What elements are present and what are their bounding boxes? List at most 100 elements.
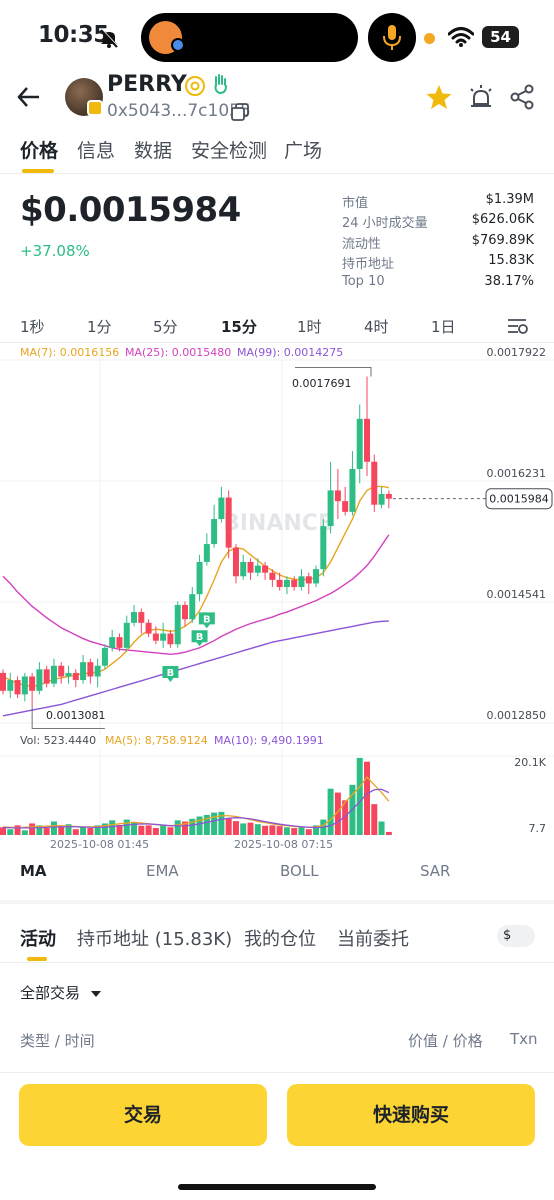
candle-body xyxy=(182,604,188,620)
bottom-bar-divider xyxy=(0,1072,554,1073)
price-axis-label: 0.0014541 xyxy=(487,588,547,601)
candle-body xyxy=(109,637,116,648)
back-arrow-icon[interactable] xyxy=(16,84,42,110)
tab-holders[interactable]: 持币地址 (15.83K) xyxy=(77,929,233,950)
volume-bar xyxy=(371,804,378,835)
tab-security[interactable]: 安全检测 xyxy=(191,140,268,162)
candle-body xyxy=(262,565,269,573)
volume-axis-bottom: 7.7 xyxy=(529,822,547,835)
stat-value-holders: 15.83K xyxy=(488,253,534,268)
privacy-indicator-dot xyxy=(424,33,435,44)
current-price: $0.0015984 xyxy=(20,190,241,230)
interval-15m[interactable]: 15分 xyxy=(221,318,257,336)
ma25-legend: MA(25): 0.0015480 xyxy=(125,346,232,359)
status-time: 10:35 xyxy=(38,22,109,48)
candle-body xyxy=(211,519,218,545)
caret-down-icon xyxy=(90,990,101,997)
volume-bar xyxy=(291,828,298,835)
high-marker-line xyxy=(295,367,372,377)
volume-bar xyxy=(196,816,203,835)
tab-price[interactable]: 价格 xyxy=(20,140,59,162)
chart-settings-icon[interactable] xyxy=(506,316,530,336)
volume-bar xyxy=(72,829,79,835)
at-badge-icon xyxy=(185,76,205,96)
indicator-sar[interactable]: SAR xyxy=(420,862,451,880)
tabs-divider xyxy=(0,173,554,174)
indicators-divider xyxy=(0,900,554,904)
candle-body xyxy=(327,490,334,527)
interval-1d[interactable]: 1日 xyxy=(431,318,456,336)
chart-low-label: 0.0013081 xyxy=(46,709,106,722)
volume-bar xyxy=(167,827,174,835)
volume-bar xyxy=(131,822,138,835)
volume-bar xyxy=(160,824,167,835)
candle-body xyxy=(364,418,370,462)
buy-marker xyxy=(198,612,215,629)
candle-body xyxy=(50,665,57,684)
copy-icon[interactable] xyxy=(230,102,250,122)
indicator-ema[interactable]: EMA xyxy=(146,862,179,880)
candle-body xyxy=(65,672,72,677)
volume-bar xyxy=(101,823,108,835)
battery-indicator: 54 xyxy=(482,26,519,48)
volume-bar xyxy=(269,825,276,835)
candlestick-chart[interactable]: 0.0017922 0.0016231 0.0014541 0.0012850 BIN… xyxy=(0,345,554,735)
trade-filter-label: 全部交易 xyxy=(20,984,81,1002)
stat-label-market-cap: 市值 xyxy=(342,196,369,211)
candle-body xyxy=(72,672,79,681)
indicator-ma[interactable]: MA xyxy=(20,862,47,880)
indicator-boll[interactable]: BOLL xyxy=(280,862,319,880)
hand-wave-icon xyxy=(214,74,227,95)
tab-open-orders[interactable]: 当前委托 xyxy=(337,929,409,950)
tab-data[interactable]: 数据 xyxy=(134,140,173,162)
candle-body xyxy=(160,633,167,641)
volume-bar xyxy=(174,820,181,835)
volume-bar xyxy=(0,827,6,835)
tab-activity[interactable]: 活动 xyxy=(20,929,56,950)
candle-body xyxy=(21,676,28,695)
header-type-time: 类型 / 时间 xyxy=(20,1032,95,1050)
trade-button[interactable]: 交易 xyxy=(19,1084,267,1146)
volume-bar xyxy=(247,822,254,835)
trade-filter-dropdown[interactable]: 全部交易 xyxy=(20,982,101,1003)
volume-bar xyxy=(94,825,101,835)
price-alert-icon[interactable] xyxy=(467,84,495,110)
volume-bar xyxy=(36,825,43,835)
interval-5m[interactable]: 5分 xyxy=(153,318,178,336)
volume-legend: Vol: 523.4440 xyxy=(20,734,97,747)
candle-body xyxy=(116,637,123,648)
share-icon[interactable] xyxy=(509,84,535,110)
tab-active-indicator xyxy=(22,169,54,173)
tab-info[interactable]: 信息 xyxy=(77,140,116,162)
candle-body xyxy=(313,569,320,584)
volume-chart[interactable]: 20.1K 7.7 2025-10-08 01:45 2025-10-08 07… xyxy=(0,748,554,853)
candle-body xyxy=(123,622,130,648)
candle-body xyxy=(7,680,14,691)
candle-body xyxy=(58,665,65,677)
volume-bar xyxy=(87,828,94,835)
current-price-tag-label: 0.0015984 xyxy=(489,493,549,506)
tab-my-position[interactable]: 我的仓位 xyxy=(244,929,316,950)
candle-body xyxy=(36,669,43,691)
interval-1m[interactable]: 1分 xyxy=(87,318,112,336)
tab-square[interactable]: 广场 xyxy=(284,140,323,162)
volume-bar xyxy=(14,825,21,835)
candle-body xyxy=(342,501,349,512)
interval-1s[interactable]: 1秒 xyxy=(20,318,45,336)
favorite-star-icon[interactable] xyxy=(425,84,453,110)
candle-body xyxy=(378,493,385,505)
volume-bar xyxy=(29,823,36,835)
volume-bar xyxy=(342,800,349,835)
volume-bar xyxy=(152,828,159,835)
candle-body xyxy=(152,633,159,641)
candle-body xyxy=(254,565,261,573)
volume-bar xyxy=(109,820,116,835)
interval-4h[interactable]: 4时 xyxy=(364,318,389,336)
quick-buy-button[interactable]: 快速购买 xyxy=(287,1084,535,1146)
candle-body xyxy=(276,579,283,588)
volume-bar xyxy=(21,830,28,835)
wifi-icon xyxy=(448,27,474,47)
currency-toggle[interactable]: $ xyxy=(497,925,535,947)
interval-1h[interactable]: 1时 xyxy=(297,318,322,336)
stat-label-holders: 持币地址 xyxy=(342,257,395,272)
